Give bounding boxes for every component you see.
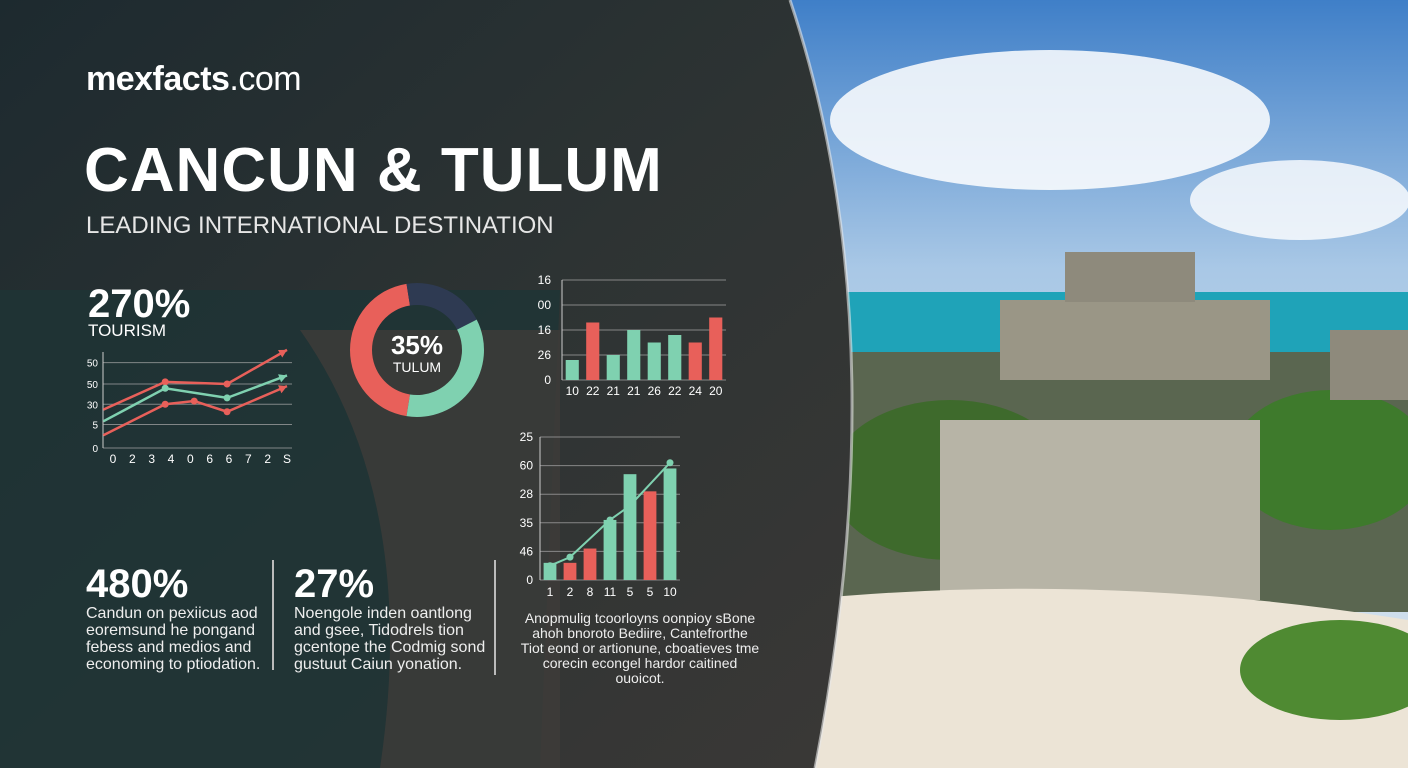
stat-cancun-text: Candun on pexiicus aod eoremsund he ponga…	[86, 605, 261, 673]
line-chart-x-tick: 6	[206, 452, 213, 466]
bar-chart-1-bar	[647, 342, 661, 380]
line-point	[190, 397, 198, 405]
bar-chart-2-trend-point	[666, 459, 674, 467]
donut-center-label: TULUM	[393, 359, 441, 375]
bar-chart-1-x-tick: 22	[668, 384, 682, 398]
arrow-head-icon	[278, 385, 287, 394]
line-chart-x-tick: 2	[264, 452, 271, 466]
bar-chart-1-x-tick: 22	[586, 384, 600, 398]
line-point	[223, 408, 231, 416]
bar-chart-1-bar	[688, 342, 702, 380]
footnote-text: Anopmulig tcoorloyns oonpioy sBone ahoh b…	[520, 610, 760, 686]
line-point	[161, 378, 169, 386]
bar-chart-2-bar	[663, 468, 677, 580]
bar-chart-1-y-tick: 0	[544, 373, 551, 387]
bar-chart-2-y-tick: 0	[526, 573, 533, 587]
line-chart-x-tick: 4	[168, 452, 175, 466]
bar-chart-2-x-tick: 5	[647, 585, 654, 599]
line-chart-y-tick: 0	[92, 444, 98, 455]
line-series-0	[102, 348, 288, 411]
bar-chart-1-x-tick: 26	[648, 384, 662, 398]
divider	[272, 560, 274, 670]
bar-chart-2-bar	[543, 562, 557, 580]
donut-slice-2	[406, 319, 484, 417]
bar-chart-1-bar	[627, 330, 641, 380]
bar-chart-2-x-tick: 11	[604, 585, 617, 599]
bar-chart-2-bar	[583, 548, 597, 580]
bar-chart-2-trend-point	[626, 502, 634, 510]
bar-chart-1-bar	[606, 355, 620, 380]
line-chart-y-tick: 30	[87, 400, 99, 411]
bar-chart-1-x-tick: 10	[566, 384, 580, 398]
bar-chart-2-x-tick: 8	[587, 585, 594, 599]
line-chart-x-tick: 6	[226, 452, 233, 466]
bar-chart-2-y-tick: 46	[520, 544, 534, 558]
bar-chart-1-bar	[586, 322, 600, 380]
brand-logo: mexfacts.com	[86, 60, 302, 98]
line-point	[223, 394, 231, 402]
bar-chart-1-bar	[709, 317, 723, 380]
stat-tourism-value: 270%	[88, 282, 191, 326]
line-chart-x-tick: 2	[129, 452, 136, 466]
bar-chart-2-trend-point	[546, 562, 554, 570]
bar-chart-1-x-tick: 20	[709, 384, 723, 398]
donut-slice-0	[349, 283, 410, 417]
arrow-head-icon	[278, 349, 287, 358]
bar-chart-1-bar	[565, 360, 579, 380]
line-chart-x-tick: 0	[187, 452, 194, 466]
line-chart-x-tick: 3	[148, 452, 155, 466]
line-series-1	[102, 374, 288, 423]
bar-chart-2-trend-point	[566, 553, 574, 561]
line-chart-y-tick: 50	[87, 359, 99, 370]
bar-chart-2-x-tick: 1	[547, 585, 554, 599]
bar-chart-2-bar	[603, 519, 617, 580]
line-chart-x-tick: S	[283, 452, 291, 466]
bar-chart-1-x-tick: 21	[627, 384, 641, 398]
bar-chart-2-bar	[643, 491, 657, 580]
bar-chart-1-x-tick: 21	[607, 384, 621, 398]
arrow-head-icon	[278, 374, 287, 383]
line-point	[223, 380, 231, 388]
bar-chart-2-y-tick: 60	[520, 459, 534, 473]
page-title: CANCUN & TULUM	[84, 136, 663, 205]
donut-slice-1	[406, 283, 477, 330]
line-chart-x-tick: 0	[110, 452, 117, 466]
bar-chart-2-y-tick: 28	[520, 487, 534, 501]
bar-chart-2-bar	[563, 562, 577, 580]
stat-tourism-label: TOURISM	[88, 321, 167, 340]
line-chart-x-tick: 7	[245, 452, 252, 466]
bar-chart-2-x-tick: 5	[627, 585, 634, 599]
stat-tulum-text: Noengole inden oantlong and gsee, Tidodre…	[294, 605, 486, 673]
stat-tulum-value: 27%	[294, 562, 375, 606]
divider	[494, 560, 496, 675]
bar-chart-2-bar	[623, 474, 637, 580]
stat-cancun-value: 480%	[86, 562, 189, 606]
bar-chart-2-x-tick: 2	[567, 585, 574, 599]
bar-chart-1-y-tick: 00	[538, 298, 552, 312]
bar-chart-1-y-tick: 26	[538, 348, 552, 362]
bar-chart-1-bar	[668, 335, 682, 380]
page-subtitle: LEADING INTERNATIONAL DESTINATION	[86, 212, 554, 239]
line-point	[161, 384, 169, 392]
bar-chart-1-y-tick: 16	[538, 273, 552, 287]
bar-chart-1-y-tick: 16	[538, 323, 552, 337]
bar-chart-2-y-tick: 35	[520, 516, 534, 530]
bar-chart-2-trend-point	[606, 516, 614, 524]
line-point	[161, 400, 169, 408]
line-chart-y-tick: 50	[87, 380, 99, 391]
donut-center-value: 35%	[391, 330, 443, 360]
bar-chart-2-x-tick: 10	[663, 585, 677, 599]
line-chart-y-tick: 5	[92, 421, 98, 432]
bar-chart-1-x-tick: 24	[689, 384, 703, 398]
bar-chart-2-y-tick: 25	[520, 430, 534, 444]
